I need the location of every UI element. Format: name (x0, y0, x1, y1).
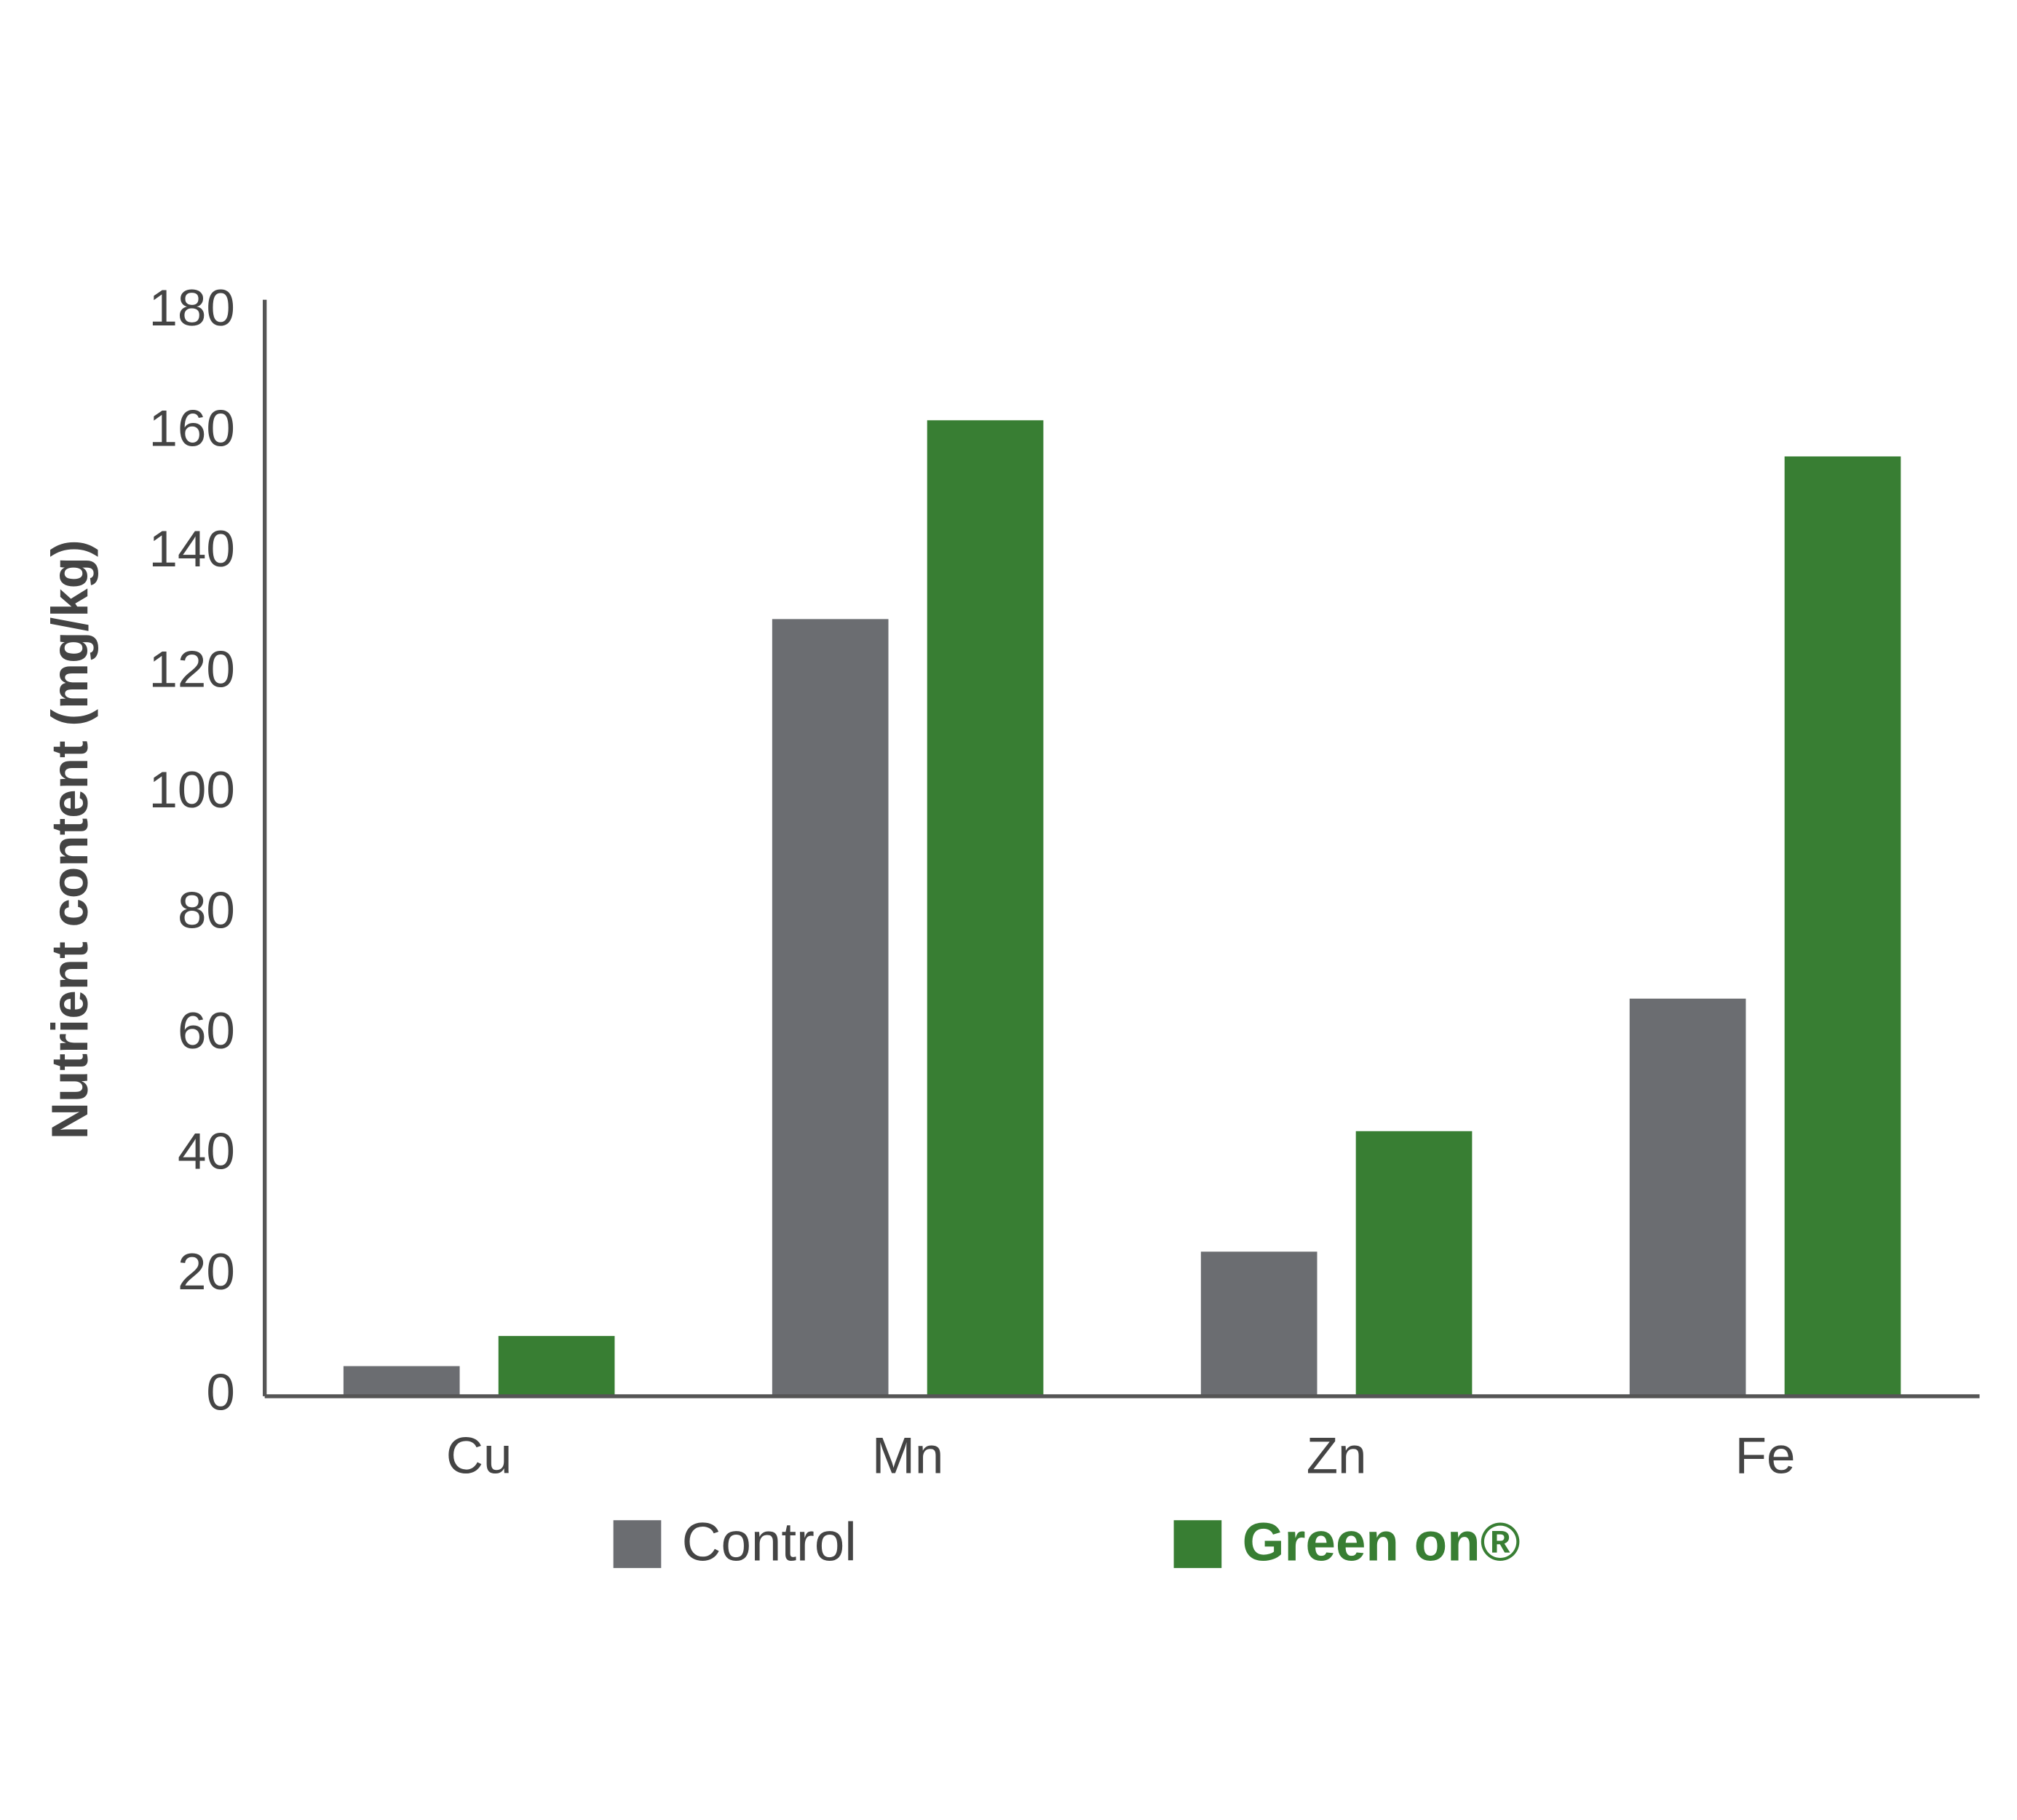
legend-label: Green on® (1243, 1511, 1521, 1572)
x-tick-label: Mn (872, 1428, 944, 1485)
bar (927, 420, 1044, 1396)
bar (343, 1366, 460, 1396)
y-tick-label: 140 (148, 521, 234, 578)
legend-label: Control (682, 1511, 857, 1572)
y-tick-label: 0 (206, 1364, 234, 1422)
y-tick-label: 80 (178, 882, 235, 940)
bar (1200, 1251, 1317, 1396)
x-tick-label: Cu (446, 1428, 512, 1485)
x-tick-label: Zn (1307, 1428, 1367, 1485)
y-tick-label: 20 (178, 1243, 235, 1301)
y-tick-label: 120 (148, 641, 234, 699)
bar (1629, 998, 1746, 1396)
x-tick-label: Fe (1735, 1428, 1796, 1485)
y-tick-label: 180 (148, 280, 234, 337)
bar (1355, 1131, 1473, 1396)
y-tick-label: 100 (148, 761, 234, 819)
bar (498, 1336, 615, 1396)
y-axis-label: Nutrient content (mg/kg) (41, 539, 99, 1139)
y-tick-label: 40 (178, 1123, 235, 1181)
bar (772, 619, 889, 1396)
y-tick-label: 160 (148, 400, 234, 458)
y-tick-label: 60 (178, 1002, 235, 1060)
bar (1784, 456, 1901, 1396)
legend-swatch (1173, 1520, 1222, 1568)
legend-swatch (613, 1520, 662, 1568)
